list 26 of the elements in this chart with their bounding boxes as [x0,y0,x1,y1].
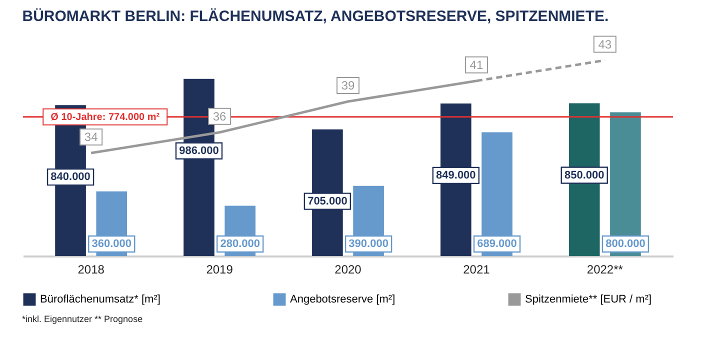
ref-line-label: Ø 10-Jahre: 774.000 m² [50,112,160,123]
text: *inkl. Eigennutzer ** Prognose [22,314,144,324]
x-tick-label: 2022** [586,262,624,276]
data-label: 39 [341,78,355,92]
data-label: 850.000 [564,169,604,182]
data-label: 43 [598,37,612,52]
x-tick-label: 2020 [334,262,362,276]
chart-title: BÜROMARKT BERLIN: FLÄCHENUMSATZ, ANGEBOTSRESERVE, SPITZENMIETE. [22,8,609,25]
legend-label: Spitzenmiete** [EUR / m²] [525,294,652,306]
data-label: 34 [84,130,98,144]
x-tick-label: 2021 [463,262,490,276]
data-label: 849.000 [436,169,476,182]
data-label: 280.000 [220,238,260,250]
data-label: 689.000 [477,238,517,250]
x-tick-label: 2018 [78,262,105,276]
legend-label: Büroflächenumsatz* [m²] [40,294,160,306]
data-label: 36 [212,109,227,124]
data-label: 360.000 [92,238,132,250]
data-label: 986.000 [179,144,219,157]
data-label: 390.000 [348,238,388,250]
data-label: 800.000 [606,238,646,250]
x-tick-label: 2019 [206,262,234,276]
data-label: 705.000 [308,195,348,208]
data-label: 41 [470,58,484,72]
legend-label: Angebotsreserve [m²] [290,294,396,306]
data-label: 840.000 [50,171,90,184]
